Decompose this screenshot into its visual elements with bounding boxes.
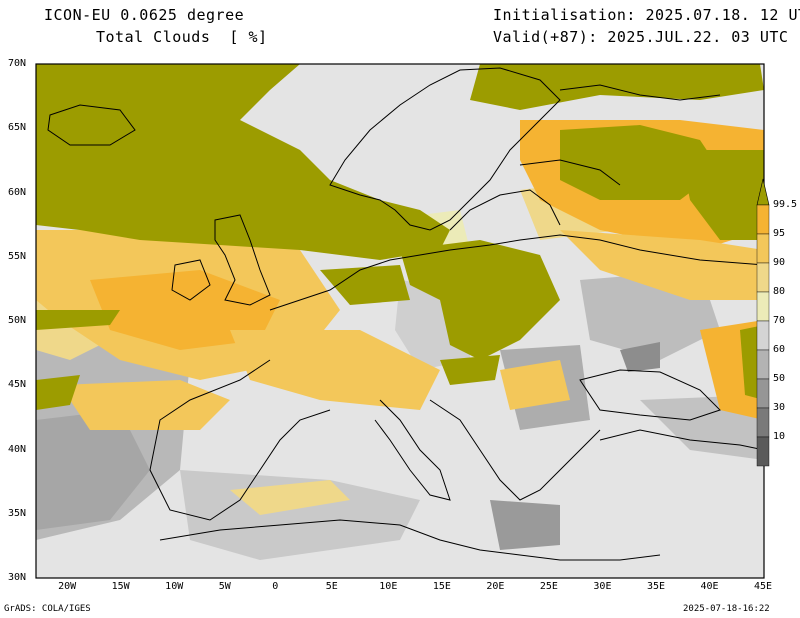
lat-label: 65N bbox=[8, 122, 27, 134]
lat-label: 35N bbox=[8, 507, 27, 519]
lat-label: 60N bbox=[8, 186, 27, 198]
cloud-patch bbox=[400, 240, 560, 360]
lon-label: 15W bbox=[111, 581, 130, 592]
lon-label: 15E bbox=[432, 581, 451, 592]
coastline-finland-gulf bbox=[519, 159, 621, 186]
colorbar-swatch bbox=[756, 407, 770, 438]
colorbar-label: 60 bbox=[773, 344, 786, 355]
coastline-balkans bbox=[429, 399, 601, 501]
model-title: ICON-EU 0.0625 degree bbox=[44, 6, 245, 24]
colorbar-label: 90 bbox=[773, 257, 786, 268]
cloud-patch bbox=[230, 480, 350, 515]
colorbar-swatch bbox=[756, 262, 770, 293]
coastline-baltic bbox=[449, 189, 561, 231]
footer-timestamp: 2025-07-18-16:22 bbox=[683, 604, 770, 614]
colorbar bbox=[756, 178, 770, 467]
lat-label: 50N bbox=[8, 315, 27, 326]
colorbar-label: 95 bbox=[773, 228, 786, 239]
colorbar-swatch bbox=[756, 436, 770, 467]
cloud-patch bbox=[60, 380, 230, 430]
colorbar-label: 50 bbox=[773, 373, 786, 384]
valid-time: Valid(+87): 2025.JUL.22. 03 UTC bbox=[493, 28, 789, 46]
lat-label: 30N bbox=[8, 572, 27, 583]
colorbar-swatch bbox=[756, 291, 770, 322]
lon-label: 10W bbox=[165, 581, 184, 592]
coastlines bbox=[47, 67, 764, 561]
lon-label: 10E bbox=[379, 581, 398, 592]
cloud-patch bbox=[440, 355, 500, 385]
colorbar-swatch bbox=[756, 233, 770, 264]
cloud-patch bbox=[36, 64, 140, 170]
colorbar-swatch bbox=[756, 204, 770, 235]
init-time: Initialisation: 2025.07.18. 12 UTC bbox=[493, 6, 800, 24]
coastline-great-britain bbox=[214, 214, 271, 306]
cloud-patch bbox=[560, 230, 764, 300]
cloud-patch bbox=[490, 500, 560, 550]
cloud-patch bbox=[230, 330, 440, 410]
lon-label: 30E bbox=[593, 581, 612, 592]
map-field bbox=[36, 64, 764, 578]
coastline-continent bbox=[269, 234, 764, 311]
lon-label: 45E bbox=[754, 581, 773, 592]
cloud-patch bbox=[36, 310, 120, 330]
coastline-ireland bbox=[171, 259, 211, 301]
coastline-italy bbox=[374, 399, 451, 501]
lon-label: 35E bbox=[646, 581, 665, 592]
cloud-patch bbox=[620, 342, 660, 372]
lon-label: 25E bbox=[539, 581, 558, 592]
colorbar-swatch bbox=[756, 378, 770, 409]
cloud-patch bbox=[560, 125, 720, 200]
colorbar-label: 70 bbox=[773, 315, 786, 326]
cloud-patch bbox=[680, 150, 764, 240]
cloud-patch bbox=[36, 410, 150, 530]
coastline-iberia bbox=[149, 359, 331, 521]
lat-label: 45N bbox=[8, 379, 27, 391]
coastline-black-sea bbox=[579, 369, 721, 421]
colorbar-swatch bbox=[756, 320, 770, 351]
cloud-patch bbox=[320, 265, 410, 305]
lon-label: 0 bbox=[272, 581, 279, 592]
lat-label: 55N bbox=[8, 250, 27, 262]
coastline-north-africa bbox=[159, 519, 661, 561]
lon-label: 20W bbox=[58, 581, 77, 592]
lon-label: 5E bbox=[325, 581, 338, 592]
coastline-turkey bbox=[599, 429, 764, 451]
footer-credit: GrADS: COLA/IGES bbox=[4, 604, 91, 614]
coastline-white-sea bbox=[559, 84, 721, 101]
coastline-scandinavia bbox=[329, 67, 561, 231]
coastline-iceland bbox=[47, 104, 136, 146]
lon-label: 20E bbox=[486, 581, 505, 592]
colorbar-label: 10 bbox=[773, 431, 786, 442]
colorbar-swatch bbox=[756, 349, 770, 380]
lat-label: 70N bbox=[8, 58, 27, 69]
lon-label: 40E bbox=[700, 581, 719, 592]
cloud-patch bbox=[36, 64, 450, 260]
colorbar-label: 99.5 bbox=[773, 199, 798, 210]
cloud-patch bbox=[36, 375, 80, 410]
cloud-patch bbox=[500, 360, 570, 410]
lon-label: 5W bbox=[218, 581, 231, 592]
colorbar-label: 30 bbox=[773, 402, 786, 413]
field-title: Total Clouds [ %] bbox=[96, 28, 268, 46]
lat-label: 40N bbox=[8, 443, 27, 455]
colorbar-label: 80 bbox=[773, 286, 786, 297]
